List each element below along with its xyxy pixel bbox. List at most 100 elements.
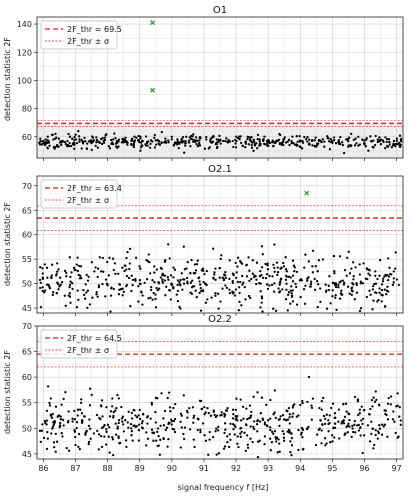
data-point (174, 141, 177, 144)
data-point (367, 272, 370, 275)
data-point (83, 136, 86, 140)
data-point (128, 247, 132, 251)
data-point (93, 270, 96, 273)
data-point (366, 424, 370, 427)
data-point (161, 278, 164, 281)
data-point (104, 278, 108, 281)
data-point (380, 283, 384, 286)
data-point (131, 137, 134, 140)
data-point (307, 276, 310, 279)
data-point (319, 419, 322, 422)
legend: 2F_thr = 69.5 2F_thr ± σ (40, 20, 122, 50)
data-point (222, 278, 226, 282)
data-point (125, 268, 128, 271)
data-point (112, 138, 115, 141)
data-point (219, 142, 222, 145)
data-point (223, 415, 226, 418)
data-point (289, 302, 292, 305)
data-point (251, 141, 254, 144)
data-point (106, 284, 109, 287)
panel-2: O2.1 45 50 55 60 65 70 2F_thr = 63.4 2F_thr ± σ (22, 164, 404, 316)
data-point (386, 137, 389, 141)
data-point (130, 434, 133, 437)
data-point (356, 398, 360, 401)
data-point (86, 142, 89, 145)
data-point (75, 263, 79, 266)
data-point (215, 142, 218, 146)
data-point (338, 437, 341, 440)
data-point (333, 416, 336, 420)
data-point (323, 422, 327, 426)
data-point (124, 439, 128, 442)
data-point (222, 447, 226, 450)
data-point (162, 274, 165, 277)
data-point (167, 278, 170, 281)
data-point (282, 418, 286, 421)
data-point (199, 430, 202, 434)
data-point (325, 442, 328, 445)
data-point (127, 410, 130, 413)
data-point (224, 428, 227, 431)
data-point (95, 141, 98, 144)
data-point (345, 274, 348, 277)
data-point (246, 443, 249, 446)
data-point (346, 285, 350, 288)
data-point (342, 283, 346, 286)
data-point (54, 405, 58, 408)
data-point (214, 267, 217, 270)
data-point (283, 136, 286, 139)
data-point (350, 286, 354, 289)
data-point (311, 265, 314, 268)
data-point (256, 455, 260, 459)
data-point (398, 143, 402, 146)
data-point (55, 440, 59, 443)
data-point (167, 437, 170, 441)
data-point (374, 282, 378, 285)
data-point (209, 414, 213, 417)
data-point (291, 135, 294, 138)
data-point (130, 289, 133, 293)
data-point (89, 140, 92, 144)
data-point (373, 400, 377, 403)
data-point (331, 295, 334, 298)
data-point (363, 143, 366, 146)
data-point (73, 409, 76, 413)
data-point (396, 392, 399, 395)
data-point (307, 143, 311, 146)
data-point (56, 262, 59, 265)
data-point (105, 430, 108, 434)
data-point (146, 260, 150, 263)
data-point (205, 135, 208, 139)
data-point (285, 274, 288, 277)
data-point (49, 397, 52, 400)
data-point (234, 415, 237, 418)
data-point (291, 259, 295, 262)
data-point (269, 449, 272, 452)
data-point (280, 277, 283, 280)
data-point (232, 412, 235, 416)
data-point (105, 406, 108, 409)
data-point (347, 145, 350, 148)
data-point (306, 279, 309, 282)
data-point (57, 288, 60, 291)
data-point (182, 394, 185, 397)
data-point (148, 146, 152, 149)
data-point (186, 280, 189, 283)
data-point (185, 276, 189, 280)
data-point (51, 293, 54, 297)
data-point (108, 451, 111, 454)
data-point (353, 423, 356, 426)
data-point (86, 279, 90, 282)
data-point (295, 135, 298, 138)
data-point (226, 406, 229, 410)
data-point (319, 287, 322, 290)
data-point (273, 266, 276, 270)
data-point (156, 430, 159, 434)
data-point (386, 418, 390, 421)
data-point (362, 434, 366, 437)
y-tick-label: 65 (22, 348, 32, 357)
data-point (287, 428, 291, 432)
data-point (250, 144, 253, 147)
data-point (190, 258, 193, 262)
